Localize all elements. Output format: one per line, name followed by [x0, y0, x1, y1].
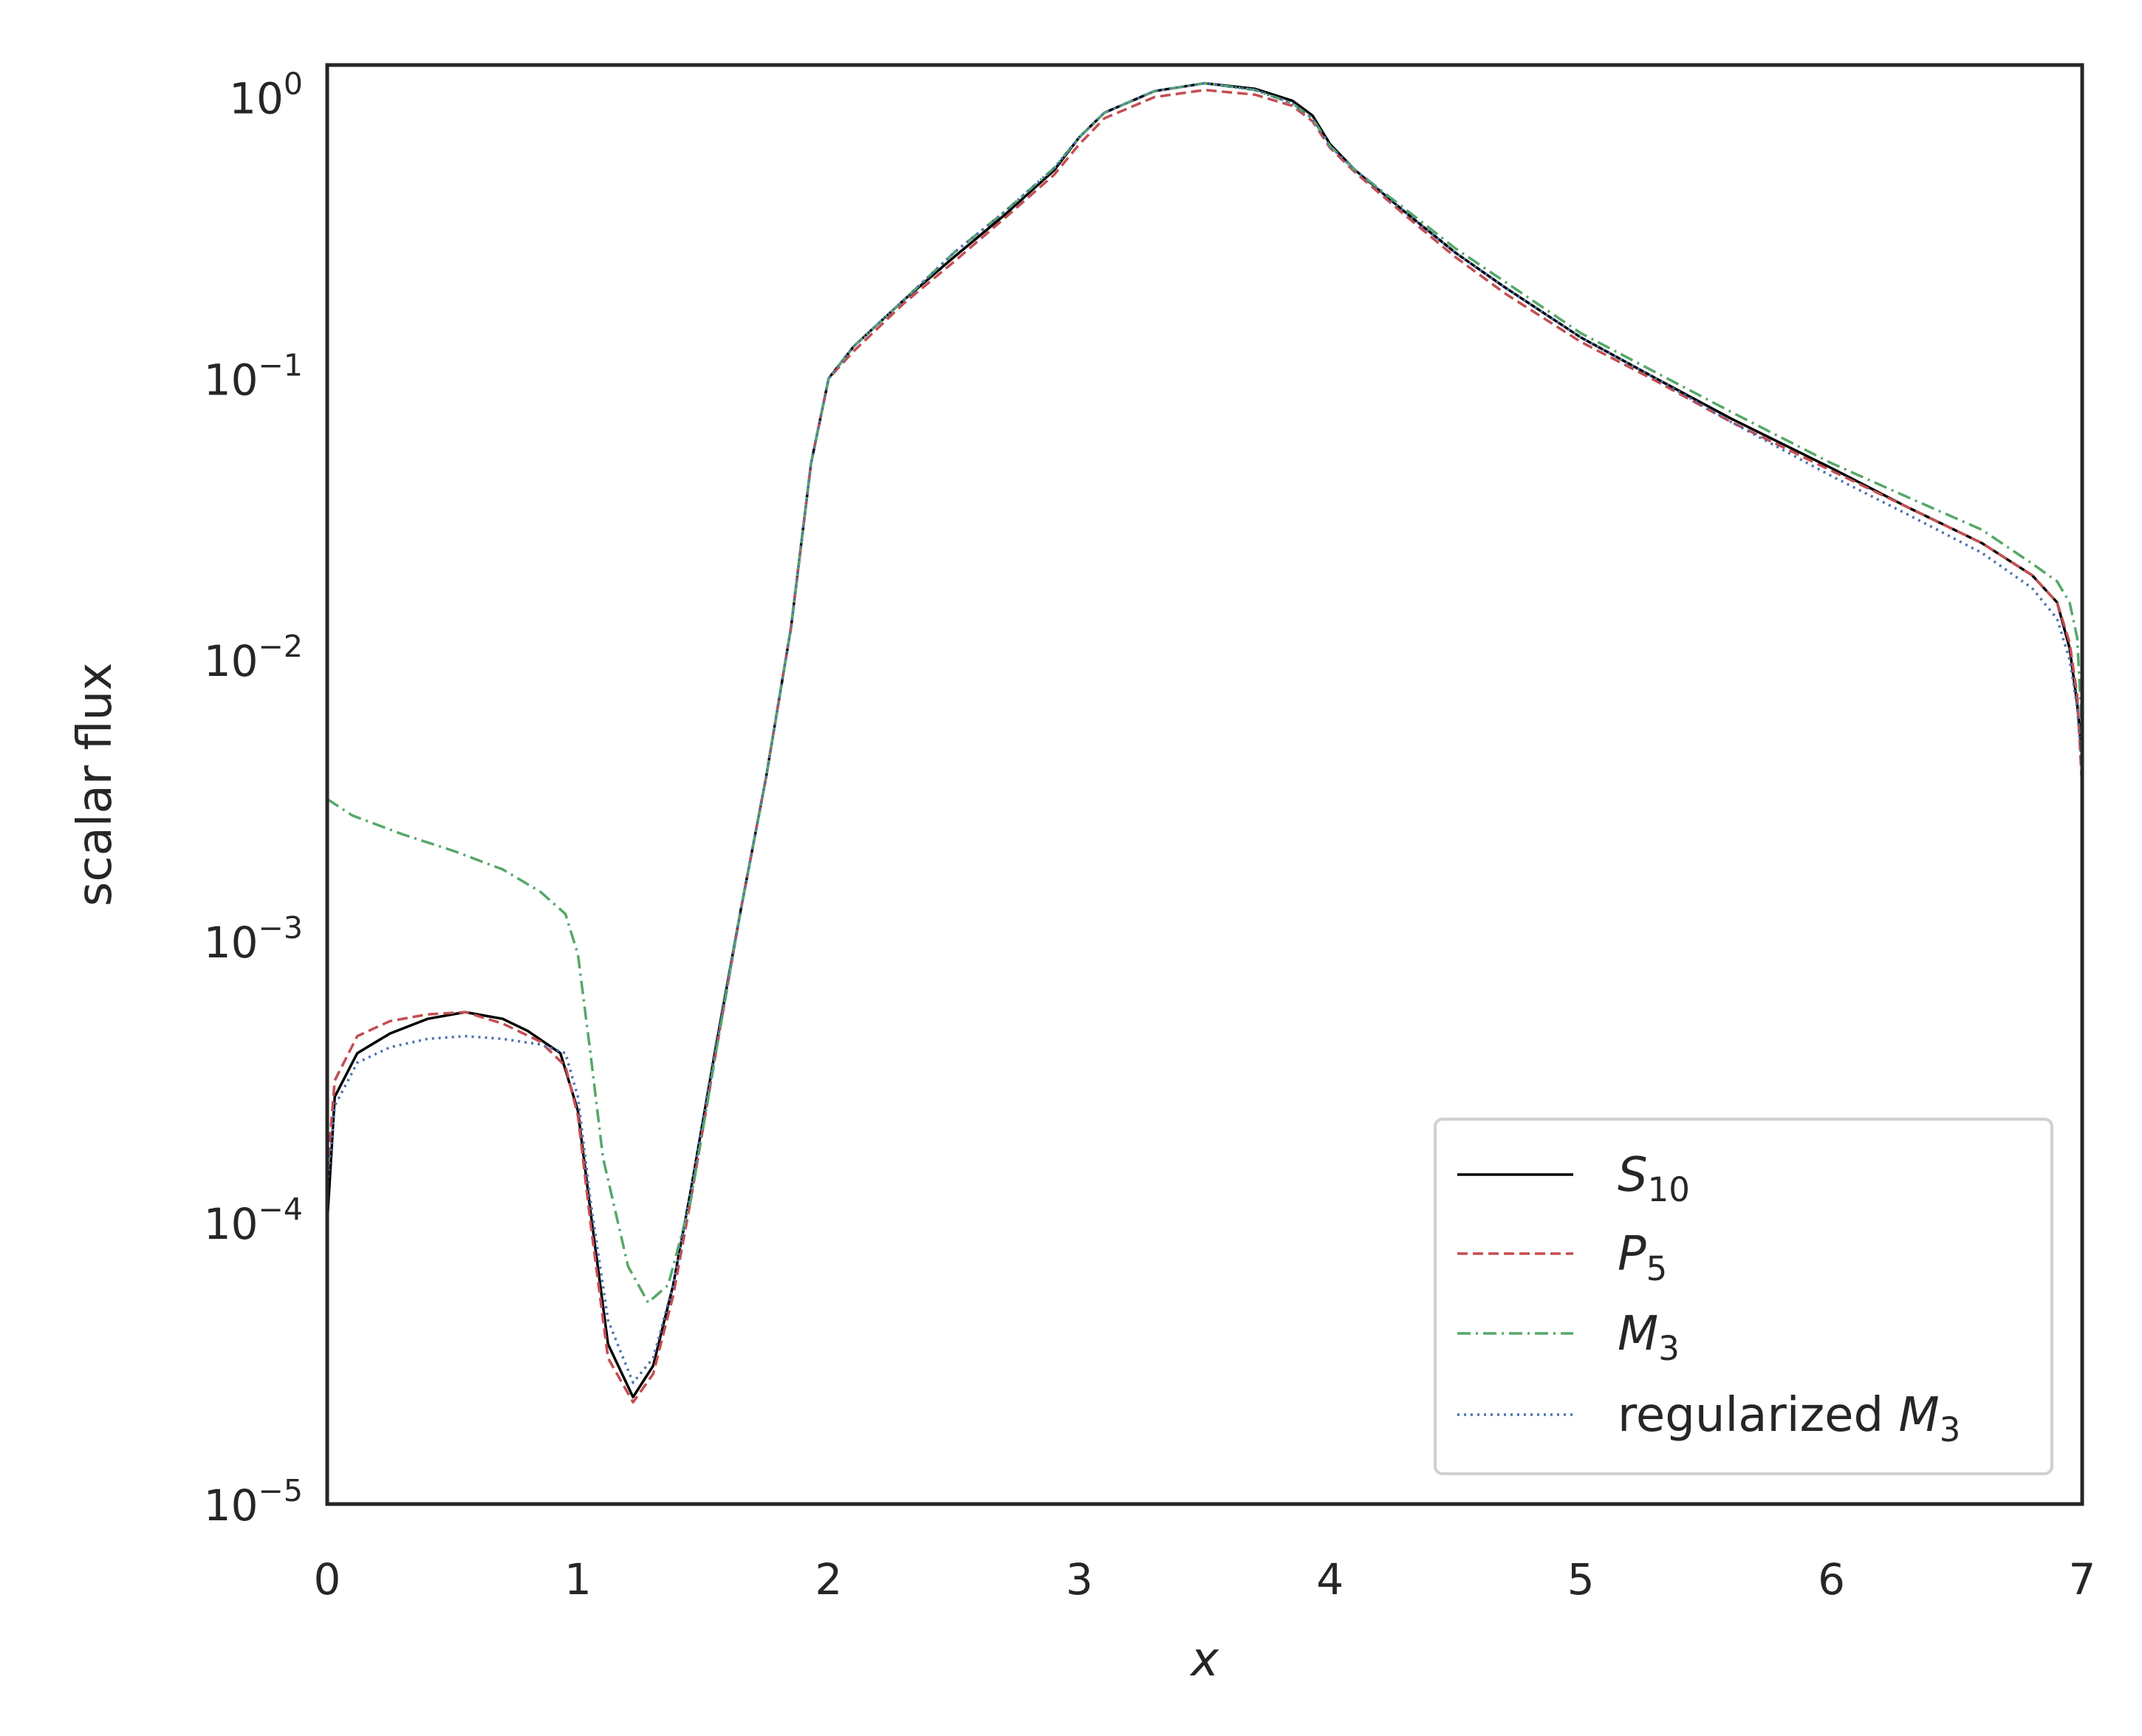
- y-tick-label: 10−1: [204, 347, 303, 405]
- legend-label-2: M3: [1618, 1307, 1680, 1368]
- y-tick-label: 10−4: [204, 1192, 303, 1249]
- legend-label-0: S10: [1618, 1148, 1690, 1209]
- x-tick-label: 4: [1316, 1554, 1344, 1605]
- y-tick-label: 10−5: [204, 1473, 303, 1531]
- x-tick-label: 1: [564, 1554, 592, 1605]
- x-axis-label: x: [1189, 1633, 1219, 1687]
- x-tick-label: 3: [1066, 1554, 1093, 1605]
- series-line-1: [327, 89, 2082, 1404]
- y-tick-label: 100: [229, 66, 303, 123]
- x-tick-label: 7: [2069, 1554, 2096, 1605]
- series-layer: [327, 81, 2082, 1404]
- plot-frame: [325, 63, 2084, 1506]
- y-axis-label: scalar flux: [68, 663, 123, 906]
- x-tick-labels: 0 1 2 3 4 5 6 7: [314, 1554, 2096, 1605]
- y-tick-labels: 100 10−1 10−2 10−3 10−4 10−5: [204, 66, 303, 1531]
- series-line-3: [327, 81, 2082, 1384]
- legend: S10 P5 M3 regularized M3: [1434, 1118, 2053, 1475]
- legend-label-1: P5: [1618, 1227, 1667, 1288]
- legend-box: [1434, 1118, 2053, 1475]
- y-tick-label: 10−3: [204, 910, 303, 968]
- x-tick-label: 5: [1567, 1554, 1595, 1605]
- x-tick-label: 0: [314, 1554, 341, 1605]
- legend-label-3: regularized M3: [1618, 1388, 1960, 1449]
- y-tick-label: 10−2: [204, 629, 303, 686]
- x-tick-label: 2: [815, 1554, 842, 1605]
- x-tick-label: 6: [1818, 1554, 1845, 1605]
